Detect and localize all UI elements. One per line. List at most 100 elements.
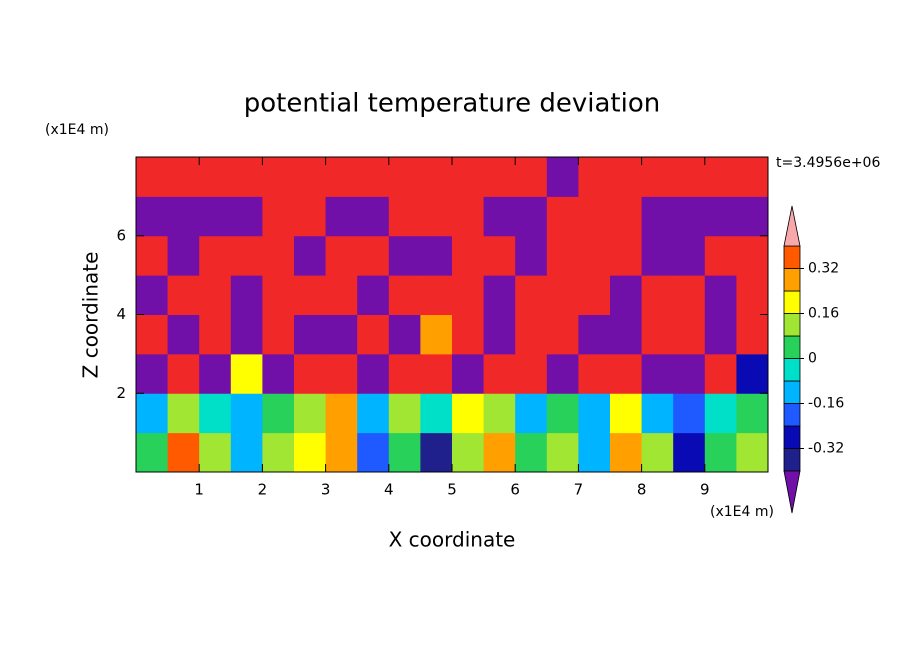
field-cell [136,275,169,315]
field-cell [262,393,295,434]
field-cell [578,393,611,434]
field-cell [736,432,769,473]
field-cell [452,432,485,473]
field-cell [357,353,390,394]
field-cell [641,353,674,394]
field-cell [578,432,611,473]
field-cell [736,353,769,394]
colorbar-box [783,245,801,269]
field-cell [610,353,643,394]
field-cell [546,393,579,434]
field-cell [578,157,611,197]
field-cell [546,314,579,355]
x-unit: (x1E4 m) [710,504,774,520]
field-cell [262,353,295,394]
field-cell [136,353,169,394]
field-cell [230,393,263,434]
field-cell [673,353,706,394]
colorbar-under [783,470,801,514]
field-cell [230,157,263,197]
field-cell [452,157,485,197]
field-cell [452,235,485,276]
field-cell [167,235,200,276]
field-cell [483,432,516,473]
field-cell [167,275,200,315]
field-cell [388,235,421,276]
x-tick-label: 4 [384,481,394,499]
field-cell [610,275,643,315]
y-axis-label: Z coordinate [79,252,103,379]
field-cell [136,196,169,237]
field-cell [546,196,579,237]
field-cell [262,157,295,197]
colorbar-tick-label: -0.16 [808,396,844,412]
colorbar-box [783,268,801,292]
field-cell [704,275,737,315]
field-cell [546,432,579,473]
x-tick-label: 6 [510,481,520,499]
field-cell [325,314,358,355]
field-cell [704,235,737,276]
x-tick-label: 3 [321,481,331,499]
field-cell [420,432,453,473]
field-cell [357,314,390,355]
field-cell [515,235,548,276]
field-cell [515,157,548,197]
field-cell [483,314,516,355]
field-cell [294,393,327,434]
field-cell [704,196,737,237]
field-cell [578,196,611,237]
field-cell [136,157,169,197]
field-cell [452,393,485,434]
colorbar-tick-label: 0.16 [808,306,839,322]
colorbar-tick-label: -0.32 [808,441,844,457]
field-cell [262,235,295,276]
field-cell [578,353,611,394]
field-cell [167,393,200,434]
field-cell [294,235,327,276]
field-cell [515,353,548,394]
x-tick-label: 5 [447,481,457,499]
field-cell [388,393,421,434]
field-cell [704,314,737,355]
field-cell [167,157,200,197]
field-cell [325,235,358,276]
field-cell [736,196,769,237]
field-cell [452,275,485,315]
field-cell [673,235,706,276]
field-cell [294,432,327,473]
field-cell [673,275,706,315]
field-cell [294,275,327,315]
field-cell [420,275,453,315]
field-cell [388,275,421,315]
field-cell [704,393,737,434]
colorbar-tick-label: 0 [808,351,817,367]
field-cell [420,196,453,237]
y-tick-label: 4 [116,305,126,323]
colorbar-tick-label: 0.32 [808,261,839,277]
field-cell [230,314,263,355]
field-cell [641,432,674,473]
field-cell [325,432,358,473]
field-cell [167,353,200,394]
field-cell [294,196,327,237]
field-cell [546,157,579,197]
field-cell [199,353,232,394]
field-cell [736,314,769,355]
x-tick-label: 9 [700,481,710,499]
field-cell [704,353,737,394]
field-cell [736,157,769,197]
x-tick-label: 8 [637,481,647,499]
field-cell [515,432,548,473]
field-cell [388,432,421,473]
field-cell [388,314,421,355]
field-cell [610,235,643,276]
field-cell [167,314,200,355]
field-cell [610,314,643,355]
field-cell [199,157,232,197]
field-cell [578,235,611,276]
y-tick-label: 2 [116,384,126,402]
field-cell [610,432,643,473]
field-cell [673,157,706,197]
